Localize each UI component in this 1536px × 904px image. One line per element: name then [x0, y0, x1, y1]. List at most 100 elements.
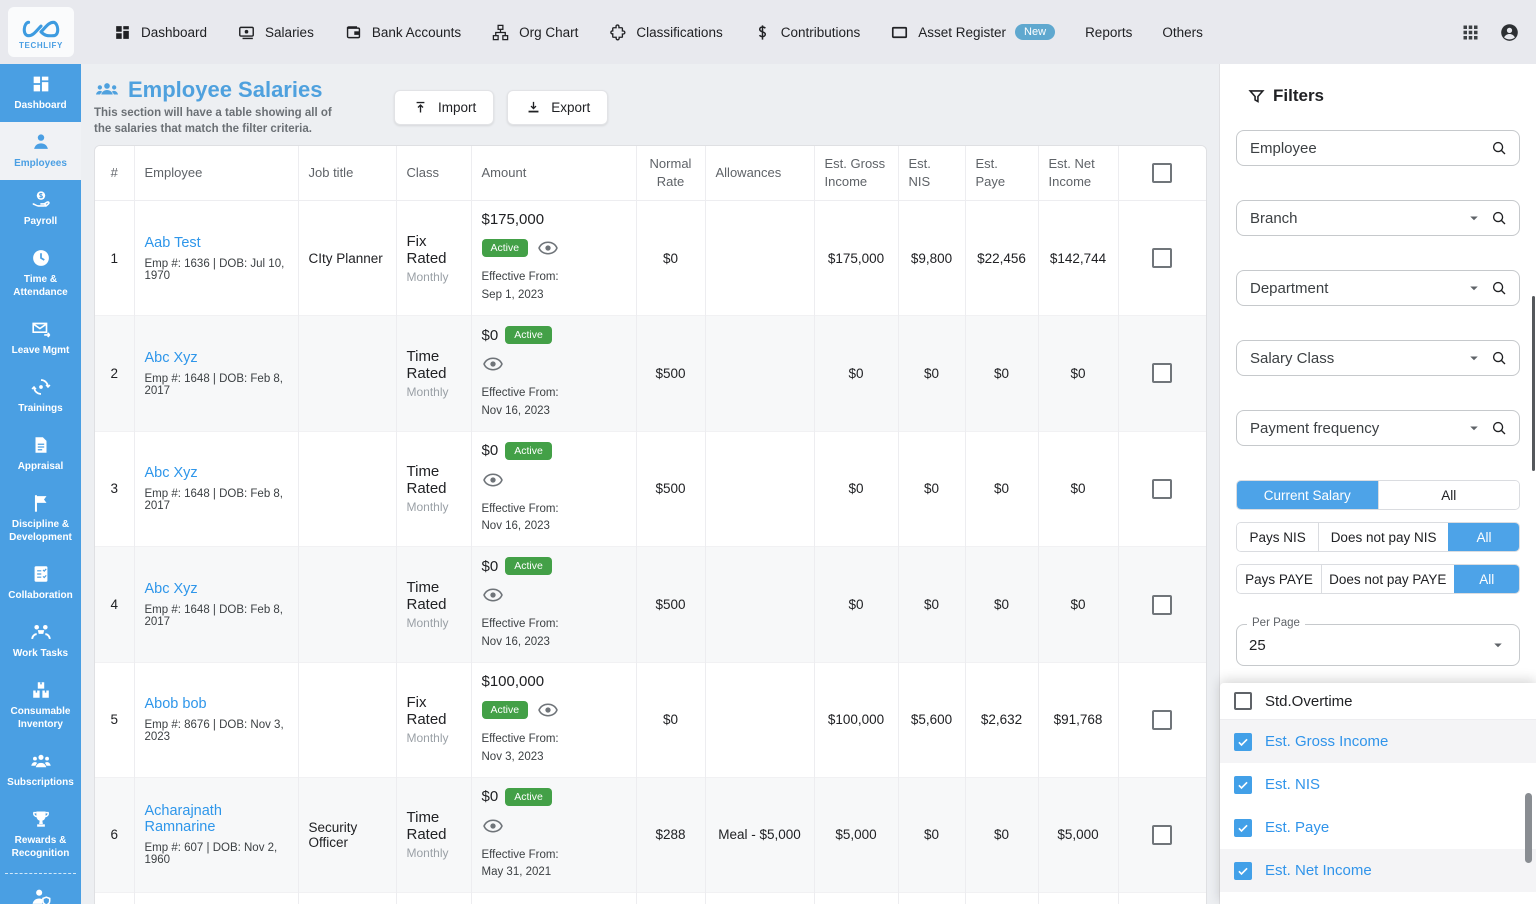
toggle-option-all[interactable]: All — [1448, 523, 1519, 551]
eye-icon[interactable] — [482, 469, 504, 491]
eye-icon[interactable] — [537, 237, 559, 259]
column-header-est-gross-income[interactable]: Est. Gross Income — [813, 146, 898, 202]
eye-icon[interactable] — [537, 699, 559, 721]
nav-item-dashboard[interactable]: Dashboard — [98, 0, 222, 64]
import-button[interactable]: Import — [394, 90, 495, 125]
row-checkbox[interactable] — [1152, 478, 1173, 499]
export-button[interactable]: Export — [507, 90, 609, 125]
discipline-icon — [30, 492, 52, 514]
account-icon[interactable] — [1499, 22, 1520, 43]
sidebar-item-trainings[interactable]: Trainings — [0, 367, 81, 425]
employee-link[interactable]: Abc Xyz — [144, 465, 198, 482]
column-header-est-nis[interactable]: Est. NIS — [897, 146, 965, 202]
columns-dropdown-scrollbar[interactable] — [1525, 793, 1532, 863]
column-header-class[interactable]: Class — [395, 146, 471, 202]
search-icon[interactable] — [1490, 139, 1508, 157]
amount-line: $0 Active — [482, 326, 626, 345]
eye-icon[interactable] — [482, 815, 504, 837]
salary-class: Time Rated — [406, 347, 447, 382]
subscriptions-icon — [30, 750, 52, 772]
row-checkbox[interactable] — [1152, 824, 1173, 845]
toggle-option-pays-nis[interactable]: Pays NIS — [1237, 523, 1319, 551]
employee-link[interactable]: Abc Xyz — [144, 349, 198, 366]
sidebar-item-rewards-recognition[interactable]: Rewards & Recognition — [0, 799, 81, 870]
nav-item-others[interactable]: Others — [1147, 0, 1218, 64]
column-header-est-paye[interactable]: Est. Paye — [964, 146, 1038, 202]
per-page-select[interactable]: Per Page 25 — [1236, 617, 1520, 666]
est-gross-income-cell: $5,000 — [813, 777, 898, 893]
collaboration-icon — [30, 563, 52, 585]
columns-option-std-overtime[interactable]: Std.Overtime — [1220, 683, 1536, 720]
columns-option-est-gross-income[interactable]: Est. Gross Income — [1220, 720, 1536, 763]
column-header-est-net-income[interactable]: Est. Net Income — [1037, 146, 1118, 202]
employee-link[interactable]: Abc Xyz — [144, 581, 198, 598]
columns-option-checkbox[interactable] — [1234, 775, 1252, 794]
sidebar-item-appraisal[interactable]: Appraisal — [0, 425, 81, 483]
filter-field-employee[interactable]: Employee — [1236, 130, 1520, 166]
employee-link[interactable]: Acharajnath Ramnarine — [144, 803, 222, 836]
toggle-option-does-not-pay-paye[interactable]: Does not pay PAYE — [1321, 565, 1454, 593]
column-header-allowances[interactable]: Allowances — [704, 146, 814, 202]
select-all-checkbox[interactable] — [1152, 163, 1173, 184]
row-checkbox[interactable] — [1152, 594, 1173, 615]
row-checkbox[interactable] — [1152, 363, 1173, 384]
filter-field-payment-frequency[interactable]: Payment frequency — [1236, 410, 1520, 446]
search-icon[interactable] — [1490, 349, 1508, 367]
filter-field-branch[interactable]: Branch — [1236, 200, 1520, 236]
toggle-option-current-salary[interactable]: Current Salary — [1237, 481, 1378, 509]
search-icon[interactable] — [1490, 419, 1508, 437]
sidebar-item-administration[interactable]: Administration — [0, 877, 81, 904]
employee-link[interactable]: Aab Test — [144, 234, 201, 251]
sidebar-item-subscriptions[interactable]: Subscriptions — [0, 741, 81, 799]
nav-item-org-chart[interactable]: Org Chart — [476, 0, 593, 64]
nav-item-reports[interactable]: Reports — [1070, 0, 1147, 64]
columns-option-est-net-income[interactable]: Est. Net Income — [1220, 849, 1536, 892]
sidebar-item-time-attendance[interactable]: Time & Attendance — [0, 238, 81, 309]
toggle-option-does-not-pay-nis[interactable]: Does not pay NIS — [1318, 523, 1448, 551]
filter-field-department[interactable]: Department — [1236, 270, 1520, 306]
columns-option-checkbox[interactable] — [1234, 861, 1252, 880]
columns-option-est-nis[interactable]: Est. NIS — [1220, 763, 1536, 806]
row-checkbox[interactable] — [1152, 248, 1173, 269]
toggle-option-pays-paye[interactable]: Pays PAYE — [1237, 565, 1321, 593]
column-header-amount[interactable]: Amount — [470, 146, 636, 202]
sidebar-item-dashboard[interactable]: Dashboard — [0, 64, 81, 122]
sidebar-item-collaboration[interactable]: Collaboration — [0, 554, 81, 612]
toggle-option-all[interactable]: All — [1453, 565, 1519, 593]
column-header-[interactable]: # — [95, 146, 134, 202]
sidebar-item-leave-mgmt[interactable]: Leave Mgmt — [0, 309, 81, 367]
nav-item-asset-register[interactable]: Asset Register New — [875, 0, 1070, 64]
row-checkbox[interactable] — [1152, 709, 1173, 730]
columns-option-checkbox[interactable] — [1234, 732, 1252, 751]
column-header-normal-rate[interactable]: Normal Rate — [635, 146, 705, 202]
status-badge: Active — [505, 441, 552, 460]
column-header-job-title[interactable]: Job title — [297, 146, 396, 202]
sidebar-item-discipline-development[interactable]: Discipline & Development — [0, 483, 81, 554]
amount-line-2 — [482, 469, 626, 491]
eye-icon[interactable] — [482, 584, 504, 606]
nav-item-bank-accounts[interactable]: Bank Accounts — [329, 0, 476, 64]
columns-option-checkbox[interactable] — [1234, 692, 1252, 710]
brand-logo[interactable]: TECHLIFY — [8, 7, 74, 57]
search-icon[interactable] — [1490, 279, 1508, 297]
employee-link[interactable]: Abob bob — [144, 696, 207, 713]
toggle-option-all[interactable]: All — [1377, 481, 1519, 509]
sidebar-item-work-tasks[interactable]: Work Tasks — [0, 612, 81, 670]
nav-item-classifications[interactable]: Classifications — [593, 0, 737, 64]
columns-option-checkbox[interactable] — [1234, 818, 1252, 837]
filters-scrollbar[interactable] — [1532, 296, 1535, 471]
search-icon[interactable] — [1490, 209, 1508, 227]
sidebar-item-payroll[interactable]: Payroll — [0, 180, 81, 238]
filter-field-salary-class[interactable]: Salary Class — [1236, 340, 1520, 376]
nav-item-salaries[interactable]: Salaries — [222, 0, 329, 64]
effective-from: Effective From: Nov 16, 2023 — [482, 385, 626, 421]
nav-item-contributions[interactable]: Contributions — [738, 0, 876, 64]
columns-option-est-paye[interactable]: Est. Paye — [1220, 806, 1536, 849]
column-header-employee[interactable]: Employee — [133, 146, 298, 202]
eye-icon[interactable] — [482, 353, 504, 375]
sidebar-item-employees[interactable]: Employees — [0, 122, 81, 180]
apps-grid-icon[interactable] — [1460, 22, 1481, 43]
topbar-actions — [1460, 22, 1536, 43]
amount-line-2 — [482, 353, 626, 375]
sidebar-item-consumable-inventory[interactable]: Consumable Inventory — [0, 670, 81, 741]
